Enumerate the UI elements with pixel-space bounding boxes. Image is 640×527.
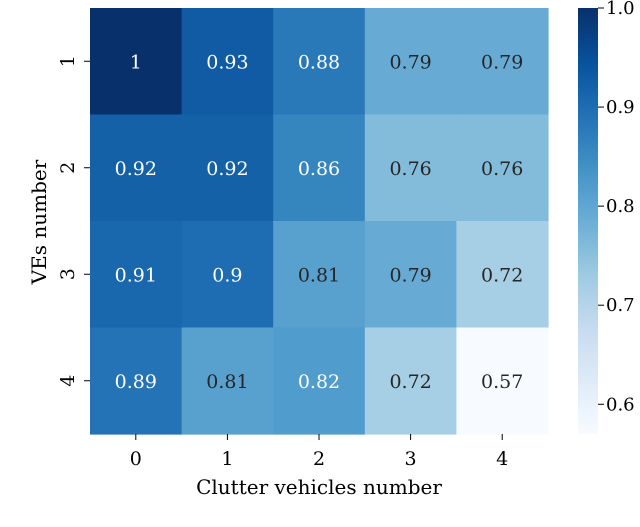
colorbar-tick-label-1: 0.7 [606, 295, 635, 316]
x-tick-label-0: 0 [130, 448, 142, 470]
cell-value-label-r1-c2: 0.93 [206, 51, 248, 73]
colorbar-tick-label-0: 0.6 [606, 394, 635, 415]
heatmap-cell-r3-c5 [456, 221, 549, 329]
cell-value-label-r2-c2: 0.92 [206, 158, 248, 180]
colorbar-tick-label-2: 0.8 [606, 196, 635, 217]
y-axis-label: VEs number [27, 159, 51, 285]
heatmap-cell-r2-c2 [181, 114, 274, 222]
colorbar-tick-label-4: 1.0 [606, 0, 635, 19]
y-tick-label-4: 4 [57, 375, 79, 387]
cell-value-label-r1-c5: 0.79 [481, 51, 523, 73]
cell-value-label-r2-c4: 0.76 [389, 158, 431, 180]
cell-value-label-r4-c3: 0.82 [298, 371, 340, 393]
heatmap-cell-r1-c4 [364, 8, 457, 116]
cell-value-label-r2-c3: 0.86 [298, 158, 340, 180]
cell-value-label-r4-c5: 0.57 [481, 371, 523, 393]
cell-value-label-r3-c4: 0.79 [389, 264, 431, 286]
x-tick-label-1: 1 [221, 448, 233, 470]
heatmap-cell-r4-c3 [273, 327, 366, 435]
cell-value-label-r2-c5: 0.76 [481, 158, 523, 180]
heatmap-cell-r3-c4 [364, 221, 457, 329]
x-tick-label-3: 3 [405, 448, 417, 470]
cell-value-label-r4-c2: 0.81 [206, 371, 248, 393]
axis-ticks: 0 1 2 3 4 1 2 3 4 [57, 55, 508, 470]
cell-value-label-r1-c3: 0.88 [298, 51, 340, 73]
cell-value-label-r3-c1: 0.91 [115, 264, 157, 286]
cell-value-label-r1-c1: 1 [130, 51, 142, 73]
heatmap-cell-r3-c2 [181, 221, 274, 329]
cell-value-label-r3-c2: 0.9 [212, 264, 242, 286]
heatmap-cell-r4-c2 [181, 327, 274, 435]
heatmap-cell-r2-c5 [456, 114, 549, 222]
cell-value-label-r4-c4: 0.72 [389, 371, 431, 393]
colorbar [578, 8, 598, 434]
x-axis-label: Clutter vehicles number [196, 475, 442, 499]
cell-value-label-r4-c1: 0.89 [115, 371, 157, 393]
cell-value-label-r1-c4: 0.79 [389, 51, 431, 73]
cell-value-label-r3-c5: 0.72 [481, 264, 523, 286]
cell-value-label-r2-c1: 0.92 [115, 158, 157, 180]
colorbar-tick-label-3: 0.9 [606, 97, 635, 118]
heatmap-cell-r1-c2 [181, 8, 274, 116]
heatmap-cell-r3-c1 [90, 221, 183, 329]
heatmap-cell-r4-c4 [364, 327, 457, 435]
heatmap-cell-r4-c5 [456, 327, 549, 435]
colorbar-ticks: 0.6 0.7 0.8 0.9 1.0 [598, 0, 635, 415]
heatmap-cell-r1-c3 [273, 8, 366, 116]
x-tick-label-4: 4 [496, 448, 508, 470]
heatmap-cell-r2-c4 [364, 114, 457, 222]
heatmap-cell-r2-c3 [273, 114, 366, 222]
cell-value-label-r3-c3: 0.81 [298, 264, 340, 286]
heatmap-cell-r3-c3 [273, 221, 366, 329]
x-tick-label-2: 2 [313, 448, 325, 470]
heatmap-cells: 1 0.93 0.88 0.79 0.79 0.92 0.92 0.86 0.76 0.76 0.9… [90, 8, 549, 435]
y-tick-label-1: 1 [57, 55, 79, 67]
heatmap-cell-r2-c1 [90, 114, 183, 222]
y-tick-label-2: 2 [57, 162, 79, 174]
y-tick-label-3: 3 [57, 268, 79, 280]
heatmap-cell-r1-c1 [90, 8, 183, 116]
heatmap-cell-r1-c5 [456, 8, 549, 116]
heatmap-cell-r4-c1 [90, 327, 183, 435]
